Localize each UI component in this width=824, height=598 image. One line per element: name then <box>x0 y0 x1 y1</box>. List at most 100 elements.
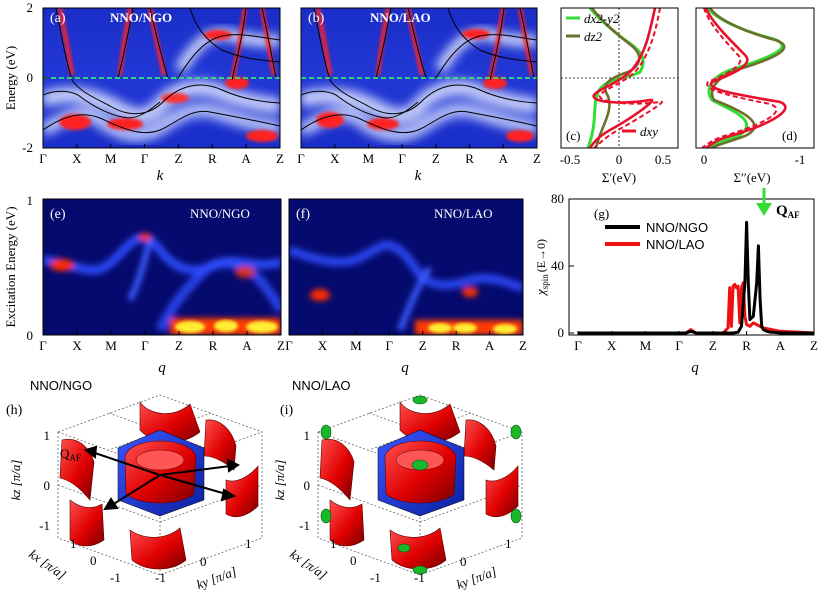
panel-g-xtick-4: Z <box>709 338 717 353</box>
panel-f-spectral-map <box>289 199 523 335</box>
panel-e-xtick-5: R <box>209 338 218 353</box>
panel-c-legend-dx2-y2: dx2-y2 <box>584 11 620 26</box>
panel-d-xtick-1: 0 <box>701 152 708 167</box>
panel-i-xtick-3: -1 <box>370 570 381 585</box>
panel-b: (b) NNO/LAO Γ X M Γ Z R A Z k <box>297 7 541 184</box>
panel-e-ytick-top: 1 <box>27 193 34 208</box>
panel-c-xtick-2: 0 <box>616 152 623 167</box>
panel-d-curve-dxy-dashed <box>701 8 778 148</box>
panel-a-xtick-1: X <box>72 151 82 166</box>
panel-b-xtick-1: X <box>330 151 340 166</box>
panel-g-legend-lao: NNO/LAO <box>646 237 705 252</box>
panel-i-ytick-1: -1 <box>414 570 425 585</box>
panel-e-xtick-2: M <box>105 338 117 353</box>
panel-i: NNO/LAO (i) 1 <box>272 378 523 592</box>
panel-h-ytick-1: -1 <box>155 570 166 585</box>
panel-c-curve-dxy-dashed <box>593 8 663 148</box>
panel-f-xtick-5: R <box>452 338 461 353</box>
panel-e-xlabel: q <box>158 360 166 376</box>
panel-g-xtick-1: X <box>607 338 617 353</box>
panel-i-title: NNO/LAO <box>292 378 351 393</box>
panel-f-label: (f) <box>296 207 310 222</box>
panel-g-xtick-2: M <box>640 338 652 353</box>
panel-g-xtick-6: A <box>776 338 786 353</box>
panel-h-xtick-1: 1 <box>70 536 77 551</box>
panel-h-zlabel: kz [π/a] <box>8 460 23 501</box>
panel-c-legend-dxy: dxy <box>640 124 658 139</box>
panel-h-label: (h) <box>6 403 23 418</box>
panel-f: (f) NNO/LAO Γ X M Γ Z R A Z q <box>285 198 527 376</box>
panel-h-xlabel: kx [π/a] <box>26 546 69 582</box>
panel-e-xtick-4: Z <box>175 338 183 353</box>
panel-h-ytick-3: 1 <box>245 536 252 551</box>
panel-h: NNO/NGO (h) QAF 1 0 -1 kz [ <box>6 378 263 592</box>
panel-e-ylabel: Excitation Energy (eV) <box>3 206 18 327</box>
panel-h-ytick-2: 0 <box>200 554 207 569</box>
panel-h-title: NNO/NGO <box>30 378 92 393</box>
panel-d-curve-dz2 <box>708 8 786 148</box>
panel-g-ytick-1: 40 <box>551 258 564 273</box>
panel-a-title: NNO/NGO <box>110 10 172 25</box>
panel-a-xtick-7: Z <box>276 151 284 166</box>
panel-i-ztick-2: 0 <box>304 478 311 493</box>
panel-i-fermi-surface <box>319 401 519 570</box>
panel-b-spectral-map <box>301 8 537 148</box>
panel-g-xtick-7: Z <box>810 338 818 353</box>
panel-a-ytick-bottom: -2 <box>22 140 33 155</box>
panel-a-xlabel: k <box>157 168 164 184</box>
panel-h-annotation: QAF <box>60 446 81 463</box>
panel-i-xlabel: kx [π/a] <box>287 546 330 582</box>
panel-f-xtick-0: Γ <box>285 338 293 353</box>
panel-h-fermi-surface <box>59 401 259 570</box>
panel-a-ylabel: Energy (eV) <box>3 46 18 110</box>
panel-g-yticks: 0 40 80 <box>551 191 574 340</box>
panel-f-xtick-3: Γ <box>386 338 394 353</box>
panel-b-xtick-2: M <box>363 151 375 166</box>
panel-e-ytick-bottom: 0 <box>27 328 34 343</box>
panel-f-title: NNO/LAO <box>434 206 493 221</box>
panel-g-ytick-2: 80 <box>551 191 564 206</box>
panel-b-xtick-3: Γ <box>398 151 406 166</box>
panel-f-xtick-6: A <box>485 338 495 353</box>
panel-i-ytick-3: 1 <box>505 536 512 551</box>
panel-g-xtick-0: Γ <box>574 338 582 353</box>
panel-b-label: (b) <box>308 11 325 26</box>
panel-c-xtick-3: 0.5 <box>655 152 671 167</box>
panel-c-legend-dz2: dz2 <box>584 29 603 44</box>
panel-i-ytick-2: 0 <box>460 554 467 569</box>
panel-f-xtick-2: M <box>350 338 362 353</box>
panel-e-xtick-6: A <box>242 338 252 353</box>
panel-f-xtick-4: Z <box>419 338 427 353</box>
panel-a-spectral-map <box>43 8 280 148</box>
panel-g-legend-ngo: NNO/NGO <box>646 220 708 235</box>
panel-e-label: (e) <box>50 207 66 222</box>
panel-b-title: NNO/LAO <box>370 10 431 25</box>
panel-a-xtick-6: A <box>241 151 251 166</box>
panel-i-ztick-3: -1 <box>299 518 310 533</box>
panel-e-title: NNO/NGO <box>190 206 250 221</box>
panel-g-line-nno-lao <box>578 281 815 335</box>
panel-e-xtick-3: Γ <box>141 338 149 353</box>
panel-i-green-pockets <box>320 395 522 575</box>
panel-g-xtick-5: R <box>742 338 751 353</box>
panel-h-qaf-arrows <box>83 445 240 511</box>
panel-b-xtick-6: A <box>499 151 509 166</box>
panel-a-ytick-top: 2 <box>27 0 34 15</box>
panel-i-xtick-1: 1 <box>330 536 337 551</box>
panel-e-xtick-0: Γ <box>39 338 47 353</box>
panel-h-ztick-1: 1 <box>44 428 51 443</box>
panel-h-xtick-3: -1 <box>110 570 121 585</box>
panel-a-xtick-2: M <box>105 151 117 166</box>
panel-a-ytick-mid: 0 <box>27 70 34 85</box>
panel-g-ylabel: χspin(E→0) <box>533 239 550 297</box>
panel-g-ytick-0: 0 <box>558 325 565 340</box>
panel-i-ztick-1: 1 <box>304 428 311 443</box>
panel-a-xtick-5: R <box>208 151 217 166</box>
panel-d: (d) 0 -1 Σ′′(eV) <box>695 7 815 185</box>
panel-c-xlabel: Σ′(eV) <box>602 170 636 185</box>
